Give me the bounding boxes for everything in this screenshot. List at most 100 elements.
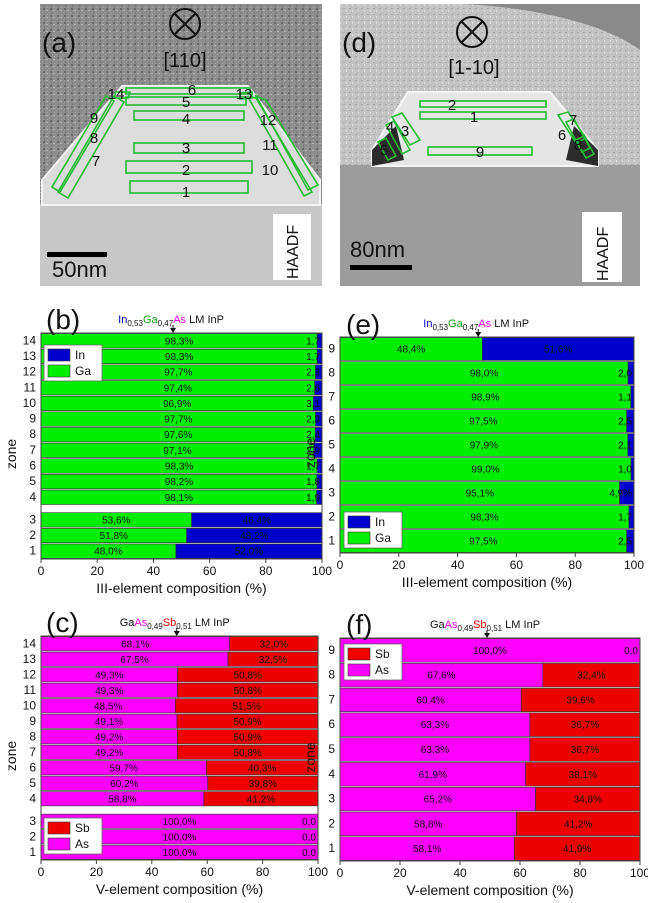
data-label: 97,6% [164, 430, 192, 441]
data-label: 100,0% [163, 832, 197, 843]
data-label: 58,1% [413, 844, 441, 855]
data-label: 1,9 [306, 493, 320, 504]
annotation-part: Ga [120, 617, 136, 629]
x-axis-label: V-element composition (%) [96, 881, 263, 897]
chart-panel-e: 97,5% 2,5 1 98,3% 1,7 2 95,1% 4,9% 3 99,0% 1,0 4 97,… [302, 309, 644, 590]
scalebar-label: 80nm [350, 237, 405, 262]
y-tick-label: 14 [23, 333, 37, 347]
data-label: 41,9% [563, 844, 591, 855]
data-label: 32,5% [259, 655, 287, 666]
data-label: 99,0% [471, 465, 499, 476]
zone-label: 5 [380, 142, 388, 159]
annotation: GaAs0,49Sb0,51 LM InP [120, 617, 230, 631]
annotation-arrow-head [484, 633, 490, 638]
data-label: 2,0 [618, 369, 632, 380]
annotation-part: Sb [163, 617, 176, 629]
y-tick-label: 7 [328, 390, 335, 404]
zone-label: 11 [262, 137, 278, 154]
data-label: 38,1% [569, 770, 597, 781]
data-label: 2,3 [306, 415, 320, 426]
data-label: 98,3% [470, 513, 498, 524]
data-label: 48,0% [94, 547, 122, 558]
zone-label: 1 [470, 109, 478, 126]
zone-label: 6 [188, 82, 196, 99]
data-label: 53,6% [102, 515, 130, 526]
plot-frame [40, 635, 319, 861]
y-tick-label: 5 [328, 742, 335, 756]
legend-label: As [375, 663, 389, 677]
scalebar [47, 252, 107, 257]
zone-label: 8 [90, 130, 98, 147]
y-tick-label: 10 [23, 698, 37, 712]
legend: Sb As [43, 817, 103, 855]
legend: Sb As [343, 643, 403, 681]
y-tick-label: 9 [29, 412, 36, 426]
data-label: 32,4% [577, 671, 605, 682]
annotation-part: Sb [473, 619, 486, 631]
y-tick-label: 1 [29, 845, 36, 859]
data-label: 98,1% [165, 493, 193, 504]
data-label: 67,5% [120, 655, 148, 666]
nanostructure [41, 85, 321, 206]
data-label: 46,4% [243, 515, 271, 526]
zone-label: 4 [386, 119, 394, 136]
legend-label: Ga [375, 531, 391, 545]
data-label: 32,0% [260, 639, 288, 650]
data-label: 1,7 [306, 461, 320, 472]
data-label: 1,7 [618, 513, 632, 524]
data-label: 41,2% [564, 819, 592, 830]
x-tick-label: 0 [38, 865, 45, 879]
data-label: 2,1 [618, 441, 632, 452]
legend-swatch-as [347, 663, 371, 677]
data-label: 0,0 [302, 832, 316, 843]
data-label: 2,3 [306, 368, 320, 379]
data-label: 98,3% [165, 352, 193, 363]
data-label: 1,8 [306, 477, 320, 488]
detector-label: HAADF [285, 225, 302, 279]
x-tick-label: 40 [145, 865, 159, 879]
data-label: 68,1% [121, 639, 149, 650]
x-tick-label: 20 [392, 558, 406, 572]
data-label: 2,5 [618, 537, 632, 548]
y-tick-label: 8 [328, 668, 335, 682]
data-label: 50,9% [233, 717, 261, 728]
data-label: 98,3% [165, 336, 193, 347]
direction-symbol [169, 8, 201, 40]
data-label: 49,2% [95, 748, 123, 759]
y-tick-label: 8 [29, 729, 36, 743]
data-label: 60,2% [110, 779, 138, 790]
data-label: 49,3% [95, 686, 123, 697]
legend: In Ga [43, 344, 103, 382]
annotation-part: 0,49 [458, 624, 474, 633]
data-label: 39,6% [566, 695, 594, 706]
annotation-part: LM InP [491, 318, 529, 330]
panel-label: (f) [346, 609, 372, 640]
annotation: In0,53Ga0,47As LM InP [118, 314, 224, 328]
x-tick-label: 40 [451, 558, 465, 572]
annotation-part: 0,47 [463, 323, 479, 332]
y-tick-label: 2 [29, 829, 36, 843]
y-axis-label: zone [3, 439, 19, 470]
annotation-part: As [445, 619, 458, 631]
data-label: 49,3% [95, 670, 123, 681]
y-tick-label: 12 [23, 667, 37, 681]
annotation: GaAs0,49Sb0,51 LM InP [430, 619, 540, 633]
direction-label: [110] [164, 50, 207, 72]
annotation-part: As [478, 318, 491, 330]
data-label: 49,1% [95, 717, 123, 728]
legend-swatch-as [47, 837, 71, 851]
data-label: 51,6% [544, 345, 572, 356]
data-label: 2,4 [306, 430, 320, 441]
y-tick-label: 6 [29, 458, 36, 472]
zone-label: 3 [401, 123, 409, 140]
legend-label: Sb [75, 821, 90, 835]
data-label: 0,0 [302, 817, 316, 828]
legend-label: Sb [375, 647, 390, 661]
scalebar [350, 265, 412, 270]
data-label: 58,8% [414, 819, 442, 830]
y-tick-label: 11 [24, 683, 37, 697]
annotation-part: In [423, 318, 432, 330]
annotation-part: LM InP [502, 619, 540, 631]
y-tick-label: 2 [29, 528, 36, 542]
